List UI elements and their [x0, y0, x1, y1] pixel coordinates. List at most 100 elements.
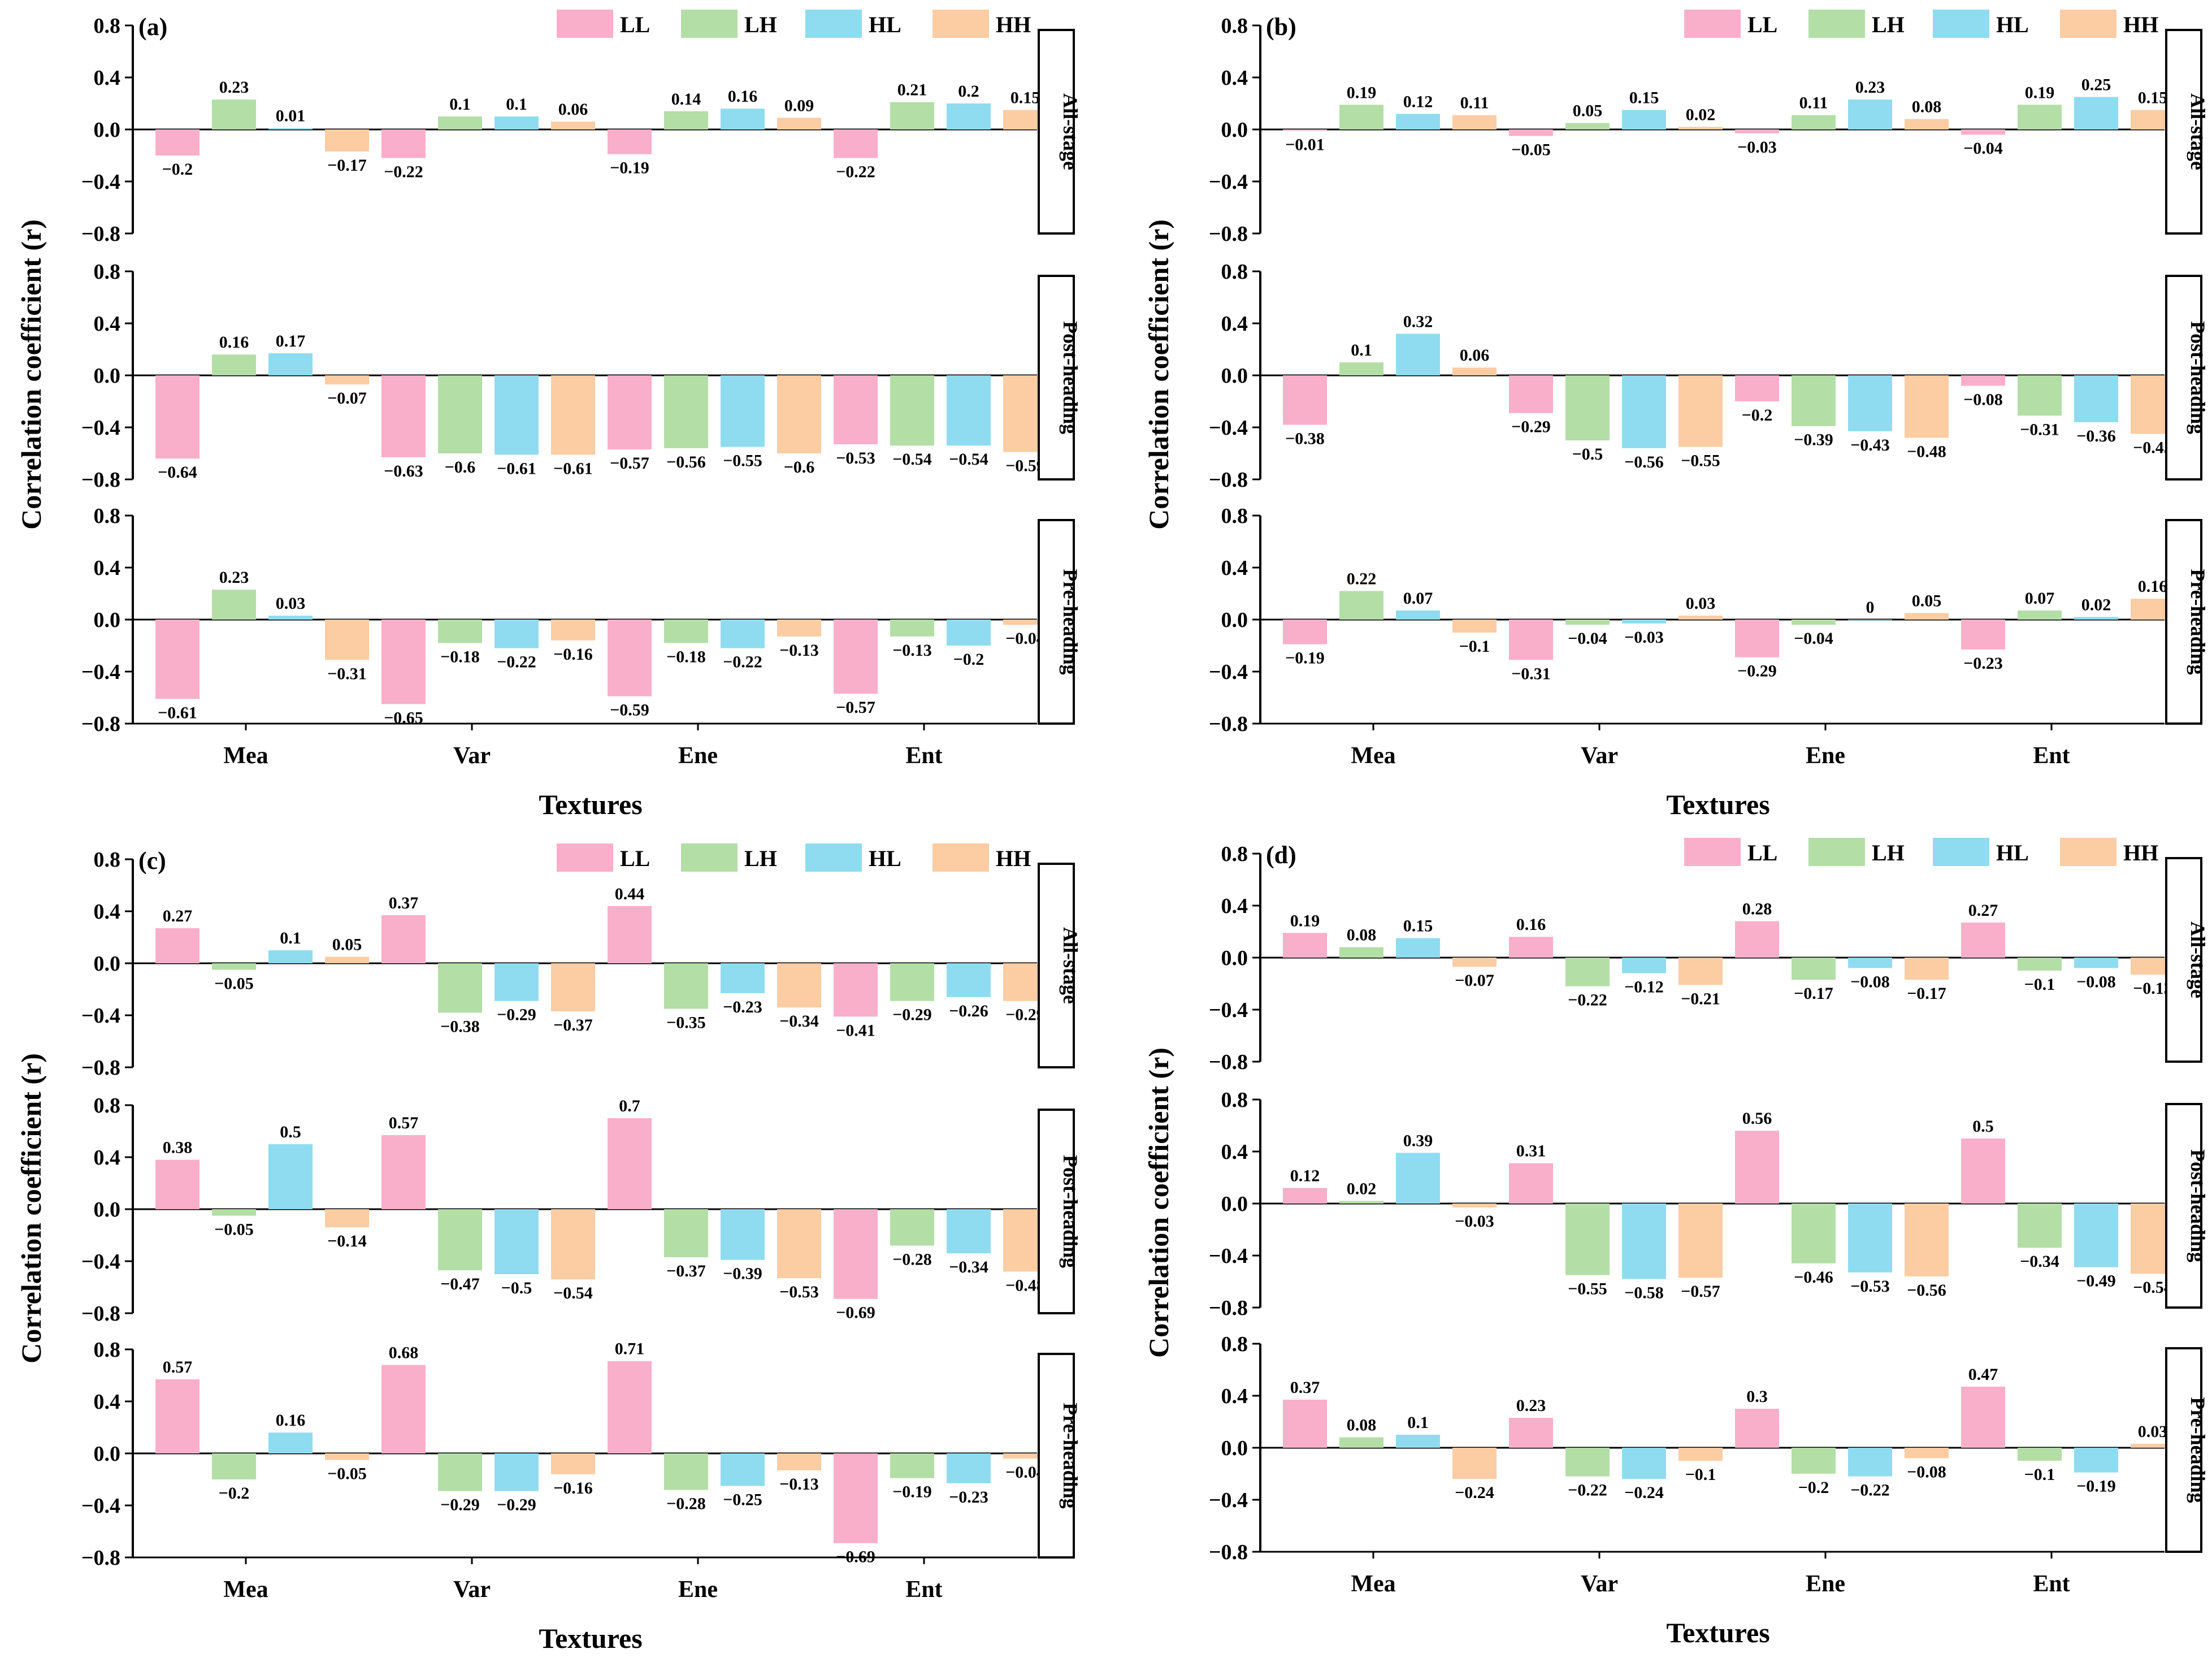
x-tick-label: Mea: [223, 743, 268, 769]
data-label: −0.29: [440, 1496, 480, 1514]
bar-LH-Mea: [212, 1453, 256, 1479]
bar-LH-Ent: [2018, 375, 2062, 416]
bar-HL-Mea: [1396, 334, 1440, 375]
y-tick-label: −0.8: [1209, 222, 1248, 246]
bar-LL-Ent: [834, 1209, 878, 1299]
y-tick-label: −0.8: [81, 222, 120, 246]
data-label: 0.15: [1629, 89, 1659, 107]
bar-LL-Mea: [155, 928, 199, 963]
bar-LH-Mea: [212, 590, 256, 620]
y-tick-label: −0.8: [1209, 1540, 1248, 1564]
bar-HH-Ene: [1905, 958, 1949, 980]
data-label: −0.22: [384, 163, 423, 181]
y-tick-label: 0.8: [1221, 260, 1248, 284]
bar-HH-Var: [551, 963, 595, 1012]
data-label: −0.57: [836, 698, 875, 717]
x-axis-title: Textures: [1666, 789, 1769, 820]
y-tick-label: 0.0: [1221, 608, 1248, 632]
facet-label: Pre-heading: [2187, 569, 2209, 674]
data-label: −0.5: [501, 1279, 532, 1297]
bar-LL-Mea: [155, 375, 199, 459]
x-tick-label: Ene: [678, 743, 718, 769]
data-label: −0.48: [1907, 442, 1946, 461]
data-label: 0.71: [615, 1340, 645, 1358]
data-label: −0.22: [1568, 1481, 1607, 1500]
y-tick-label: −0.8: [81, 1546, 120, 1570]
data-label: −0.43: [1850, 436, 1890, 455]
facet-label-box: [2165, 1103, 2202, 1309]
data-label: −0.1: [1459, 637, 1490, 656]
y-tick-label: 0.8: [1221, 504, 1248, 528]
bar-LL-Ene: [1735, 375, 1779, 401]
bar-LL-Var: [381, 1135, 426, 1209]
x-tick-label: Ene: [1806, 743, 1845, 769]
data-label: 0.15: [1010, 89, 1040, 107]
data-label: −0.39: [1794, 431, 1833, 449]
legend-swatch-HL: [805, 10, 862, 38]
data-label: 0.09: [784, 96, 814, 115]
bar-LL-Mea: [1283, 620, 1327, 644]
bar-HH-Var: [551, 375, 595, 455]
data-label: −0.13: [892, 641, 932, 660]
bar-HH-Ene: [1905, 119, 1949, 129]
data-label: −0.07: [327, 389, 367, 408]
bar-LH-Mea: [212, 354, 256, 375]
panel-label: (b): [1266, 13, 1296, 41]
bar-HH-Ene: [1905, 1204, 1949, 1276]
data-label: −0.24: [1455, 1483, 1494, 1502]
bar-HL-Var: [495, 116, 539, 129]
data-label: −0.04: [1963, 139, 2003, 158]
bar-LH-Var: [438, 116, 482, 129]
data-label: −0.22: [1850, 1481, 1890, 1500]
data-label: 0.44: [615, 885, 645, 903]
data-label: −0.2: [1742, 406, 1773, 425]
legend-label: LH: [744, 846, 777, 871]
data-label: −0.6: [784, 458, 815, 477]
bar-LL-Mea: [1283, 1188, 1327, 1204]
bar-LL-Var: [1509, 937, 1553, 958]
bar-HL-Mea: [1396, 938, 1440, 958]
data-label: 0.7: [619, 1097, 640, 1115]
data-label: −0.29: [1511, 418, 1551, 436]
facet-label: Post-heading: [2187, 1149, 2209, 1262]
data-label: −0.19: [1285, 649, 1325, 668]
y-axis-title: Correlation coefficient (r): [1143, 219, 1174, 530]
y-tick-label: 0.0: [94, 608, 121, 632]
data-label: 0.08: [1347, 1416, 1377, 1435]
bar-LL-Var: [381, 375, 426, 457]
x-tick-label: Var: [1581, 743, 1618, 769]
data-label: 0.11: [1799, 94, 1828, 112]
data-label: −0.31: [2020, 420, 2059, 439]
data-label: −0.19: [2076, 1477, 2116, 1496]
data-label: 0.37: [1290, 1378, 1320, 1397]
y-tick-label: 0.0: [94, 1442, 121, 1466]
data-label: −0.46: [1794, 1268, 1833, 1287]
y-tick-label: 0.8: [1221, 14, 1248, 38]
data-label: 0.16: [728, 87, 758, 106]
data-label: −0.53: [1850, 1277, 1890, 1296]
bar-HL-Mea: [268, 950, 313, 963]
bar-LH-Mea: [212, 99, 256, 129]
bar-LL-Mea: [1283, 933, 1327, 958]
data-label: −0.49: [2076, 1272, 2116, 1291]
bar-HL-Mea: [1396, 1153, 1440, 1204]
bar-HH-Ene: [777, 1453, 821, 1470]
facet-label-box: [1038, 1109, 1075, 1314]
data-label: 0.38: [163, 1139, 193, 1157]
data-label: −0.55: [1681, 452, 1720, 470]
y-axis-title: Correlation coefficient (r): [15, 1053, 47, 1364]
bar-LL-Ene: [1735, 1131, 1779, 1204]
data-label: −0.19: [610, 159, 649, 178]
bar-LL-Var: [381, 915, 426, 963]
data-label: 0.23: [1516, 1396, 1546, 1415]
data-label: −0.56: [1624, 453, 1664, 471]
bar-LL-Var: [381, 129, 426, 158]
data-label: 0.06: [558, 100, 588, 119]
bar-LH-Var: [1565, 620, 1610, 625]
data-label: −0.17: [327, 156, 367, 175]
bar-HH-Var: [1678, 1204, 1723, 1278]
data-label: 0.01: [276, 107, 306, 125]
legend-swatch-LH: [681, 843, 738, 872]
bar-HH-Mea: [325, 129, 369, 152]
bar-HL-Mea: [268, 616, 313, 620]
